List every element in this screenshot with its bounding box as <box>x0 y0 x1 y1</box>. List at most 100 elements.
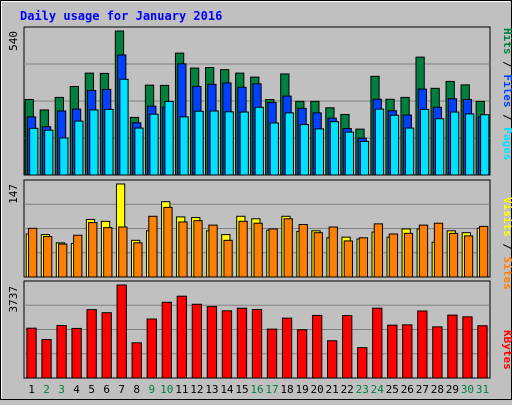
legend-hits: Hits <box>501 28 512 55</box>
sites-bar-day-17 <box>268 228 278 278</box>
kbytes-bar-day-26 <box>402 324 413 379</box>
day-label-9: 9 <box>148 383 155 396</box>
kbytes-bar-day-25 <box>387 324 398 379</box>
day-label-5: 5 <box>88 383 95 396</box>
kbytes-bar-day-28 <box>432 326 443 379</box>
pages-bar-day-25 <box>389 114 400 176</box>
hits-files-pages-panel <box>23 26 491 176</box>
legend-hits-files-pages: Hits / Files / Pages <box>501 28 512 161</box>
day-label-31: 31 <box>476 383 489 396</box>
sites-visits-panel <box>23 179 491 278</box>
day-label-3: 3 <box>58 383 65 396</box>
legend-sep-3: / <box>501 237 512 257</box>
sites-bar-day-30 <box>463 235 474 278</box>
sites-bar-day-15 <box>238 220 248 278</box>
legend-files: Files <box>501 74 512 107</box>
day-label-2: 2 <box>43 383 50 396</box>
kbytes-bar-day-11 <box>176 295 187 379</box>
legend-sep-2: / <box>501 108 512 128</box>
day-label-25: 25 <box>386 383 399 396</box>
sites-bar-day-23 <box>358 237 368 278</box>
sites-bar-day-11 <box>178 221 188 278</box>
legend-visits: Visits <box>501 197 512 237</box>
sites-bar-day-24 <box>373 223 384 278</box>
sites-bar-day-31 <box>478 225 489 278</box>
sites-bar-day-9 <box>148 215 158 278</box>
sites-bar-day-18 <box>283 218 293 278</box>
kbytes-bar-day-21 <box>327 340 338 379</box>
pages-bar-day-22 <box>344 131 355 176</box>
pages-bar-day-1 <box>29 127 39 176</box>
kbytes-bar-day-14 <box>221 310 233 379</box>
sites-bar-day-29 <box>448 232 459 278</box>
day-label-23: 23 <box>356 383 369 396</box>
pages-bar-day-8 <box>134 127 144 176</box>
kbytes-bar-day-31 <box>477 325 488 379</box>
sites-bar-day-1 <box>28 227 38 278</box>
kbytes-bar-day-9 <box>146 318 157 379</box>
sites-bar-day-25 <box>388 233 399 278</box>
pages-bar-day-4 <box>74 120 84 176</box>
day-label-27: 27 <box>416 383 429 396</box>
kbytes-bar-day-22 <box>342 315 353 379</box>
sites-bar-day-19 <box>298 223 308 278</box>
legend-kbytes: KBytes <box>501 330 512 370</box>
day-labels: 1 2 3 4 5 6 7 8 9 10 11 12 13 14 15 16 17 18 19 20 21 22 23 24 2… <box>28 383 489 396</box>
kbytes-bar-day-27 <box>417 310 428 379</box>
day-label-19: 19 <box>295 383 308 396</box>
pages-bar-day-16 <box>254 106 264 176</box>
sites-bar-day-26 <box>403 232 414 278</box>
sites-bar-day-28 <box>433 222 444 278</box>
kbytes-bar-day-4 <box>71 327 82 379</box>
chart-title: Daily usage for January 2016 <box>20 9 222 23</box>
pages-bar-day-6 <box>104 108 114 176</box>
pages-bar-day-20 <box>314 128 325 176</box>
kbytes-bar-day-12 <box>191 303 203 379</box>
day-label-13: 13 <box>205 383 218 396</box>
kbytes-bar-day-6 <box>101 312 112 379</box>
panel-1-max-label: 147 <box>7 184 20 204</box>
pages-bar-day-7 <box>119 78 129 176</box>
kbytes-bar-day-19 <box>296 329 308 379</box>
pages-bar-day-3 <box>59 137 69 176</box>
sites-bar-day-7 <box>118 226 128 278</box>
day-label-26: 26 <box>401 383 414 396</box>
day-label-20: 20 <box>311 383 324 396</box>
sites-bar-day-3 <box>58 243 68 278</box>
day-label-28: 28 <box>431 383 444 396</box>
sites-bar-day-27 <box>418 224 429 278</box>
sites-bar-day-5 <box>88 222 98 278</box>
sites-bar-day-2 <box>43 236 53 278</box>
kbytes-bar-day-1 <box>26 327 37 379</box>
day-label-18: 18 <box>280 383 293 396</box>
sites-bar-day-14 <box>223 239 233 278</box>
pages-bar-day-23 <box>359 140 370 176</box>
pages-bar-day-13 <box>209 110 219 176</box>
day-label-10: 10 <box>160 383 173 396</box>
panel-2-max-label: 3737 <box>7 286 20 313</box>
pages-bar-day-2 <box>44 129 54 176</box>
sites-bar-day-13 <box>208 224 218 278</box>
sites-bar-day-4 <box>73 234 83 278</box>
pages-bar-day-18 <box>284 112 294 176</box>
sites-bar-day-16 <box>253 222 263 278</box>
sites-bar-day-8 <box>133 242 143 278</box>
sites-bar-day-12 <box>193 220 203 278</box>
sites-bar-day-22 <box>343 240 353 278</box>
day-label-17: 17 <box>265 383 278 396</box>
pages-bar-day-5 <box>89 109 99 176</box>
kbytes-bar-day-2 <box>41 339 52 379</box>
pages-bar-day-30 <box>465 113 475 176</box>
day-label-16: 16 <box>250 383 263 396</box>
kbytes-bar-day-30 <box>462 316 473 379</box>
legend-sites: Sites <box>501 257 512 290</box>
pages-bar-day-17 <box>269 122 279 176</box>
day-label-12: 12 <box>190 383 203 396</box>
day-label-6: 6 <box>103 383 110 396</box>
pages-bar-day-15 <box>239 111 249 176</box>
pages-bar-day-31 <box>480 114 490 176</box>
kbytes-bar-day-3 <box>56 325 67 379</box>
kbytes-bar-day-24 <box>372 307 383 379</box>
day-label-29: 29 <box>446 383 459 396</box>
